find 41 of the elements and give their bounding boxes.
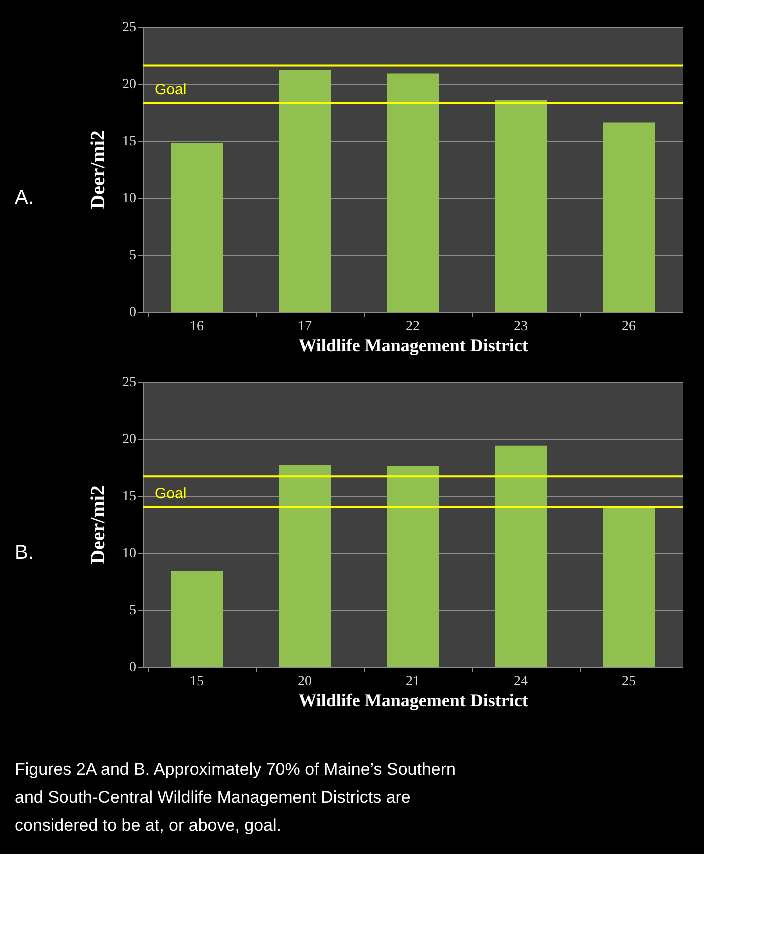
bar <box>603 506 655 667</box>
y-tick-label: 5 <box>130 604 136 618</box>
bar <box>279 465 331 667</box>
ref-line-label: Goal <box>155 485 187 502</box>
x-tick-label: 20 <box>298 674 312 690</box>
x-tick-label: 26 <box>622 320 636 334</box>
y-tick-label: 15 <box>122 134 136 150</box>
y-tick-label: 25 <box>122 20 136 36</box>
x-tick-label: 24 <box>514 674 528 690</box>
bar <box>387 466 439 667</box>
bar <box>171 143 223 312</box>
x-axis-title: Wildlife Management District <box>298 690 528 710</box>
bar <box>171 571 223 667</box>
y-tick-label: 10 <box>122 192 136 206</box>
bar <box>603 122 655 312</box>
bar <box>279 70 331 312</box>
x-tick-label: 21 <box>406 674 420 690</box>
y-axis-title: Deer/mi2 <box>88 130 110 210</box>
ref-line-label: Goal <box>155 81 187 98</box>
bar <box>495 446 547 667</box>
y-tick-label: 10 <box>122 546 136 562</box>
y-tick-label: 15 <box>122 490 136 504</box>
x-tick-label: 15 <box>190 674 204 690</box>
bar <box>387 74 439 312</box>
y-tick-label: 20 <box>122 432 136 448</box>
x-tick-label: 25 <box>622 674 636 690</box>
x-axis-title: Wildlife Management District <box>298 336 528 356</box>
y-tick-label: 25 <box>122 376 136 390</box>
y-tick-label: 20 <box>122 78 136 92</box>
x-tick-label: 16 <box>190 320 204 334</box>
y-tick-label: 5 <box>130 248 136 264</box>
y-tick-label: 0 <box>130 660 136 676</box>
text: Figures 2A and B. Approximately 70% of Maine’s Southern and South-Central Wildlife Management Districts are considered to be at, or above, goal. <box>15 760 456 835</box>
x-tick-label: 23 <box>514 320 528 334</box>
text: B. <box>15 542 34 564</box>
x-tick-label: 22 <box>406 320 420 334</box>
y-tick-label: 0 <box>130 306 136 320</box>
x-tick-label: 17 <box>298 320 312 334</box>
y-axis-title: Deer/mi2 <box>88 486 110 564</box>
text: A. <box>15 187 34 209</box>
bar <box>495 100 547 312</box>
